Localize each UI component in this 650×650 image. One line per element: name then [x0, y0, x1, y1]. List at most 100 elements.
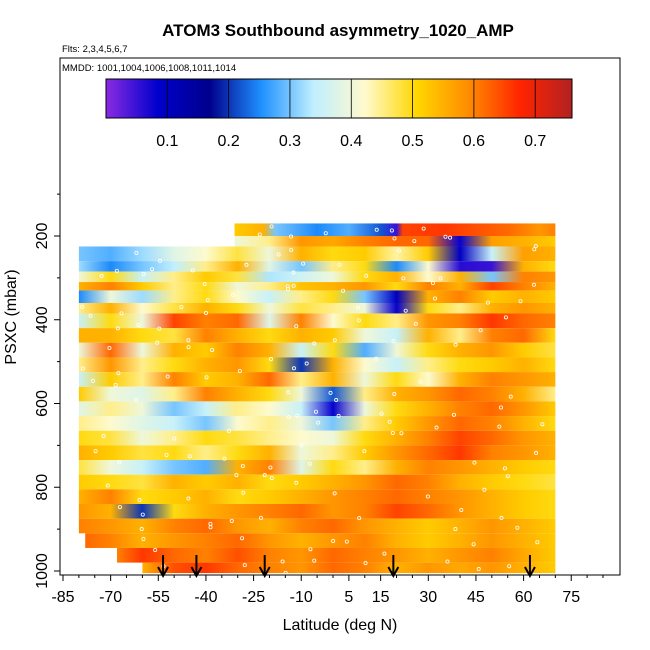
x-tick-label: 60 [515, 589, 533, 606]
x-tick-label: -70 [99, 589, 122, 606]
sample-marker [88, 313, 93, 318]
colorbar: 0.1 0.2 0.3 0.4 0.5 0.6 0.7 [105, 78, 573, 150]
sample-marker [534, 450, 539, 455]
y-axis-label: PSXC (mbar) [3, 269, 20, 364]
sample-marker [374, 227, 379, 232]
sample-marker [286, 415, 291, 420]
sample-marker [276, 252, 281, 257]
sample-marker [459, 508, 464, 513]
sample-marker [116, 371, 121, 376]
sample-marker [478, 328, 483, 333]
sample-marker [382, 551, 387, 556]
heatmap-band [78, 445, 556, 461]
sample-marker [186, 338, 191, 343]
x-axis: -85 -70 -55 -40 -25 -10 5 15 30 45 60 75 [51, 575, 604, 606]
sample-marker [438, 276, 443, 281]
colorbar-tick-label: 0.1 [156, 133, 178, 150]
sample-marker [502, 466, 507, 471]
heatmap-band [78, 401, 556, 417]
sample-marker [137, 498, 142, 503]
sample-marker [141, 537, 146, 542]
sample-marker [362, 449, 367, 454]
sample-marker [117, 505, 122, 510]
x-tick-label: 75 [562, 589, 580, 606]
heatmap-band [78, 328, 556, 343]
sample-marker [291, 270, 296, 275]
sample-marker [421, 226, 426, 231]
sample-marker [392, 236, 397, 241]
colorbar-tick-label: 0.7 [524, 133, 546, 150]
sample-marker [280, 559, 285, 564]
sample-marker [136, 323, 141, 328]
sample-marker [432, 296, 437, 301]
sample-marker [203, 311, 208, 316]
sample-marker [312, 341, 317, 346]
heatmap-band [85, 533, 556, 548]
sample-marker [312, 558, 317, 563]
sample-marker [445, 559, 450, 564]
x-tick-label: 30 [419, 589, 437, 606]
heatmap-band [78, 386, 556, 402]
sample-marker [425, 494, 430, 499]
sample-marker [485, 300, 490, 305]
sample-marker [453, 527, 458, 532]
sample-marker [331, 539, 336, 544]
colorbar-tick-label: 0.6 [463, 133, 485, 150]
sample-marker [242, 563, 247, 568]
sample-marker [391, 338, 396, 343]
sample-marker [389, 228, 394, 233]
sample-marker [452, 412, 457, 417]
heatmap-band [117, 547, 556, 563]
sample-marker [531, 282, 536, 287]
sample-marker [155, 340, 160, 345]
sample-marker [471, 542, 476, 547]
sample-marker [231, 292, 236, 297]
sample-marker [413, 321, 418, 326]
sample-marker [208, 525, 213, 530]
heatmap-band [78, 246, 556, 262]
x-tick-label: -25 [242, 589, 265, 606]
x-tick-label: 45 [467, 589, 485, 606]
plot-frame [59, 57, 621, 576]
sample-marker [323, 231, 328, 236]
sample-marker [316, 420, 321, 425]
sample-marker [332, 338, 337, 343]
sample-marker [105, 483, 110, 488]
arrow-marker [157, 555, 169, 579]
sample-marker [269, 475, 274, 480]
sample-marker [240, 536, 245, 541]
x-axis-label: Latitude (deg N) [283, 617, 398, 634]
sample-marker [190, 268, 195, 273]
heatmap-band [78, 261, 556, 272]
sample-marker [262, 473, 267, 478]
flights-label: Flts: 2,3,4,5,6,7 [62, 44, 127, 55]
mmdd-label: MMDD: 1001,1004,1006,1008,1011,1014 [62, 63, 236, 74]
sample-marker [453, 342, 458, 347]
sample-marker [336, 413, 341, 418]
x-tick-label: 15 [372, 589, 390, 606]
sample-marker [357, 516, 362, 521]
sample-marker [374, 356, 379, 361]
sample-marker [268, 465, 273, 470]
sample-marker [341, 288, 346, 293]
sample-marker [80, 304, 85, 309]
sample-marker [532, 247, 537, 252]
arrow-markers [157, 555, 536, 579]
sample-marker [412, 239, 417, 244]
sample-marker [364, 273, 369, 278]
arrow-marker [387, 555, 400, 579]
sample-marker [294, 324, 299, 329]
sample-marker [294, 480, 299, 485]
x-tick-label: -85 [51, 589, 74, 606]
sample-marker [307, 461, 312, 466]
heatmap-band [78, 489, 556, 504]
arrow-marker [190, 555, 203, 579]
chart-title: ATOM3 Southbound asymmetry_1020_AMP [162, 21, 514, 40]
sample-marker [430, 281, 435, 286]
sample-marker [283, 570, 288, 575]
sample-marker [117, 460, 122, 465]
sample-marker [164, 453, 169, 458]
sample-marker [158, 258, 163, 263]
sample-marker [259, 515, 264, 520]
